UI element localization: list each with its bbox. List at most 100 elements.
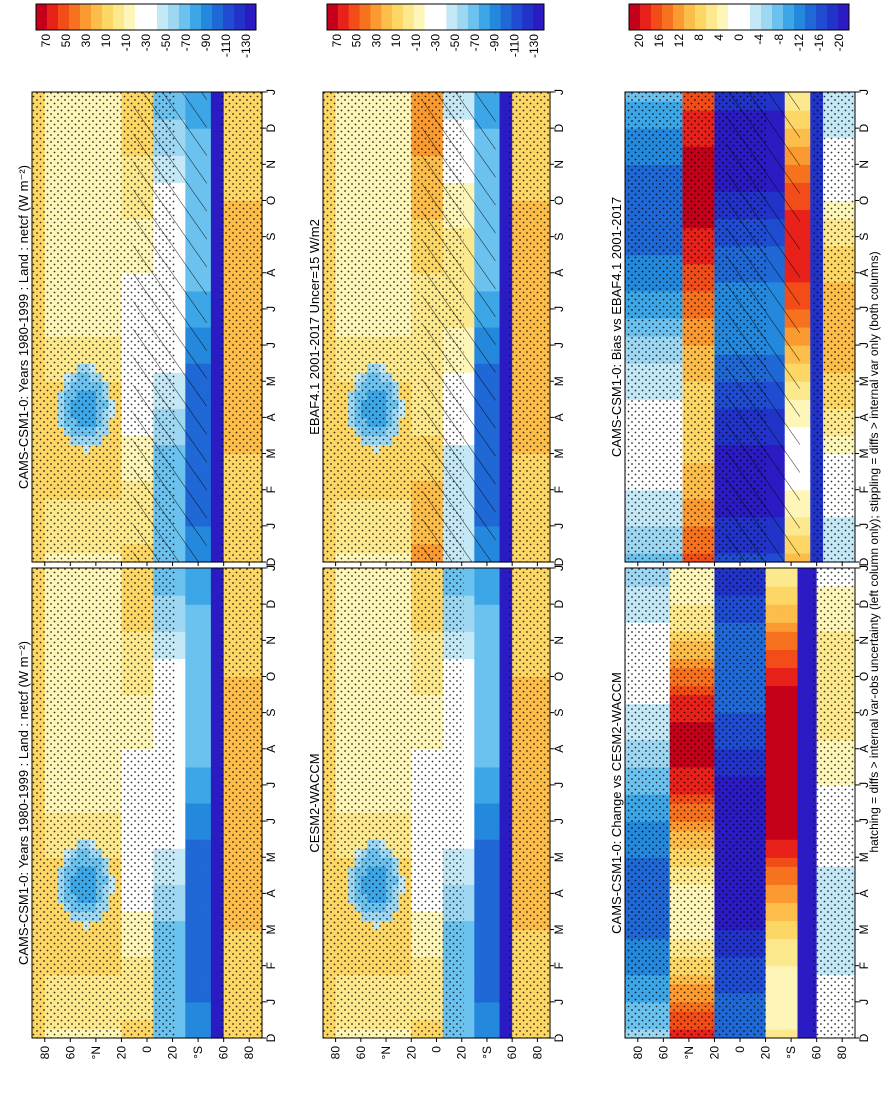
lat-tick-label: °N (89, 1046, 103, 1059)
heatmap-cell (198, 613, 205, 623)
heatmap-cell (198, 839, 205, 849)
heatmap-cell (211, 749, 218, 759)
heatmap-cell (185, 794, 192, 804)
heatmap-cell (192, 695, 199, 705)
heatmap-cell (211, 622, 218, 632)
month-tick-label: N (264, 160, 278, 169)
heatmap-cell (185, 767, 192, 777)
heatmap-cell (192, 866, 199, 876)
heatmap-cell (211, 137, 218, 147)
heatmap-cell (185, 911, 192, 921)
heatmap-cell (185, 568, 192, 578)
month-tick-label: A (264, 745, 278, 753)
heatmap-cell (192, 722, 199, 732)
hatching (133, 92, 207, 562)
heatmap-cell (205, 857, 212, 867)
heatmap-cell (205, 713, 212, 723)
heatmap-cell (179, 568, 186, 578)
month-tick-label: D (264, 557, 278, 566)
month-tick-label: J (264, 782, 278, 788)
heatmap-cell (185, 884, 192, 894)
heatmap-cell (179, 667, 186, 677)
heatmap-cell (211, 911, 218, 921)
heatmap-cell (185, 821, 192, 831)
heatmap-cell (198, 875, 205, 885)
heatmap-cell (211, 164, 218, 174)
heatmap-cell (198, 595, 205, 605)
heatmap-cell (205, 839, 212, 849)
heatmap-cell (198, 848, 205, 858)
lat-tick-label: 20 (166, 1046, 180, 1060)
heatmap-cell (179, 767, 186, 777)
lat-tick-label: 80 (38, 1046, 52, 1060)
heatmap-cell (198, 984, 205, 994)
heatmap-cell (185, 704, 192, 714)
heatmap-cell (211, 658, 218, 668)
heatmap-cell (211, 363, 218, 373)
heatmap-cell (192, 957, 199, 967)
heatmap-cell (192, 875, 199, 885)
heatmap-cell (198, 713, 205, 723)
heatmap-cell (211, 848, 218, 858)
heatmap-cell (211, 884, 218, 894)
colorbar-swatch (201, 4, 213, 30)
heatmap-cell (179, 595, 186, 605)
month-tick-label: J (264, 342, 278, 348)
heatmap-cell (185, 676, 192, 686)
panel-1: 8060°N20020°S6080DJFMAMJJASONDJCAMS-CSM1… (16, 4, 278, 583)
heatmap-cell (211, 92, 218, 102)
heatmap-cell (192, 667, 199, 677)
month-tick-label: D (264, 1033, 278, 1042)
heatmap-cell (205, 1029, 212, 1039)
heatmap-cell (185, 749, 192, 759)
heatmap-cell (185, 848, 192, 858)
heatmap-cell (198, 758, 205, 768)
heatmap-cell (192, 921, 199, 931)
heatmap-cell (198, 948, 205, 958)
heatmap-cell (211, 173, 218, 183)
heatmap-cell (211, 553, 218, 563)
heatmap-cell (198, 577, 205, 587)
month-tick-label: A (264, 889, 278, 897)
heatmap-cell (185, 866, 192, 876)
colorbar-swatch (212, 4, 224, 30)
heatmap-cell (179, 966, 186, 976)
heatmap-cell (211, 957, 218, 967)
heatmap-cell (205, 993, 212, 1003)
heatmap-cell (205, 776, 212, 786)
heatmap-cell (185, 1020, 192, 1030)
heatmap-cell (205, 586, 212, 596)
heatmap-cell (192, 984, 199, 994)
heatmap-cell (211, 667, 218, 677)
heatmap-cell (205, 1011, 212, 1021)
heatmap-cell (205, 812, 212, 822)
heatmap-cell (205, 803, 212, 813)
heatmap-cell (198, 1020, 205, 1030)
heatmap-cell (211, 101, 218, 111)
heatmap-cell (211, 508, 218, 518)
heatmap-cell (185, 649, 192, 659)
heatmap-cell (205, 749, 212, 759)
colorbar-swatch (223, 4, 235, 30)
heatmap-cell (192, 640, 199, 650)
heatmap-cell (192, 686, 199, 696)
colorbar-label: -130 (239, 34, 253, 58)
colorbar-swatch (135, 4, 147, 30)
colorbar-label: 30 (79, 34, 93, 48)
heatmap-cell (179, 631, 186, 641)
heatmap-cell (211, 155, 218, 165)
heatmap-cell (211, 939, 218, 949)
month-tick-label: O (264, 196, 278, 205)
heatmap-cell (211, 758, 218, 768)
heatmap-cell (198, 1011, 205, 1021)
heatmap-cell (205, 866, 212, 876)
heatmap-cell (192, 1002, 199, 1012)
heatmap-cell (211, 544, 218, 554)
heatmap-cell (198, 884, 205, 894)
heatmap-cell (179, 911, 186, 921)
heatmap-cell (198, 604, 205, 614)
heatmap-cell (205, 667, 212, 677)
heatmap-cell (192, 794, 199, 804)
heatmap-cell (179, 821, 186, 831)
